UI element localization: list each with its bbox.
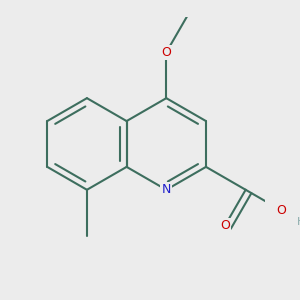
Text: O: O — [220, 219, 230, 232]
Text: H: H — [297, 217, 300, 227]
Text: O: O — [161, 46, 171, 59]
Text: O: O — [276, 204, 286, 217]
Text: N: N — [162, 183, 171, 196]
